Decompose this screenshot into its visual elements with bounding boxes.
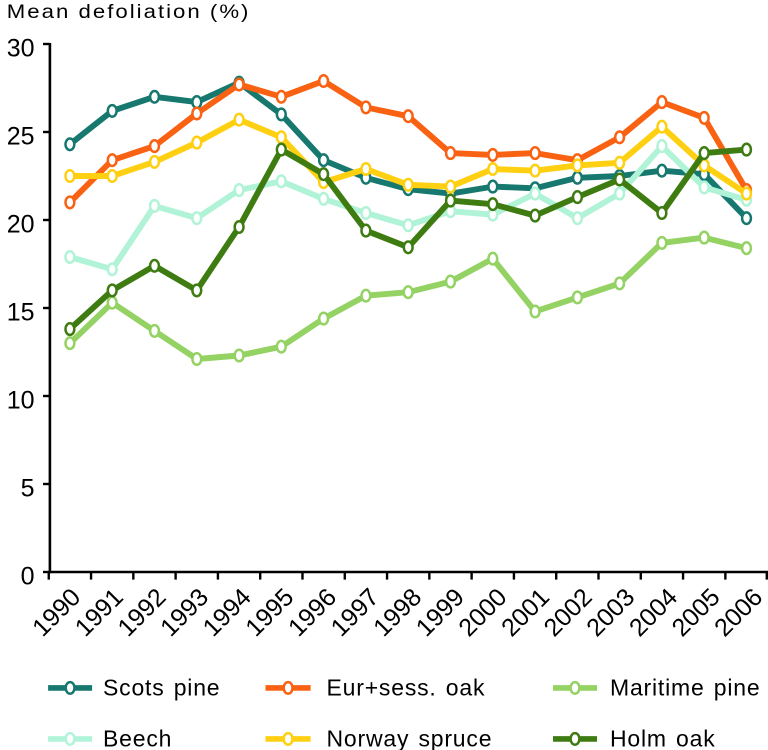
svg-text:15: 15 xyxy=(7,299,35,327)
svg-text:1996: 1996 xyxy=(283,583,342,642)
svg-text:0: 0 xyxy=(21,563,35,591)
svg-text:Norway spruce: Norway spruce xyxy=(327,725,493,750)
svg-text:Mean defoliation (%): Mean defoliation (%) xyxy=(7,1,251,22)
svg-text:Holm oak: Holm oak xyxy=(610,725,716,750)
svg-text:1997: 1997 xyxy=(326,583,385,642)
svg-text:30: 30 xyxy=(7,35,35,63)
svg-text:2003: 2003 xyxy=(581,583,640,642)
svg-text:1999: 1999 xyxy=(411,583,470,642)
svg-text:25: 25 xyxy=(7,123,35,151)
svg-text:2000: 2000 xyxy=(453,583,512,642)
svg-text:1992: 1992 xyxy=(112,583,171,642)
svg-text:1995: 1995 xyxy=(240,583,299,642)
svg-text:2005: 2005 xyxy=(667,583,726,642)
svg-text:5: 5 xyxy=(21,475,35,503)
svg-text:Beech: Beech xyxy=(103,725,172,750)
svg-text:10: 10 xyxy=(7,387,35,415)
svg-text:1994: 1994 xyxy=(198,583,257,642)
svg-text:Maritime pine: Maritime pine xyxy=(610,674,760,700)
svg-text:2006: 2006 xyxy=(709,583,768,642)
svg-text:20: 20 xyxy=(7,211,35,239)
svg-text:2002: 2002 xyxy=(539,583,598,642)
svg-text:1990: 1990 xyxy=(27,583,86,642)
svg-text:1993: 1993 xyxy=(155,583,214,642)
svg-text:2001: 2001 xyxy=(496,583,555,642)
svg-text:1991: 1991 xyxy=(70,583,129,642)
svg-text:Eur+sess. oak: Eur+sess. oak xyxy=(327,674,486,700)
svg-text:Scots pine: Scots pine xyxy=(103,674,220,700)
svg-text:2004: 2004 xyxy=(624,583,683,642)
svg-text:1998: 1998 xyxy=(368,583,427,642)
